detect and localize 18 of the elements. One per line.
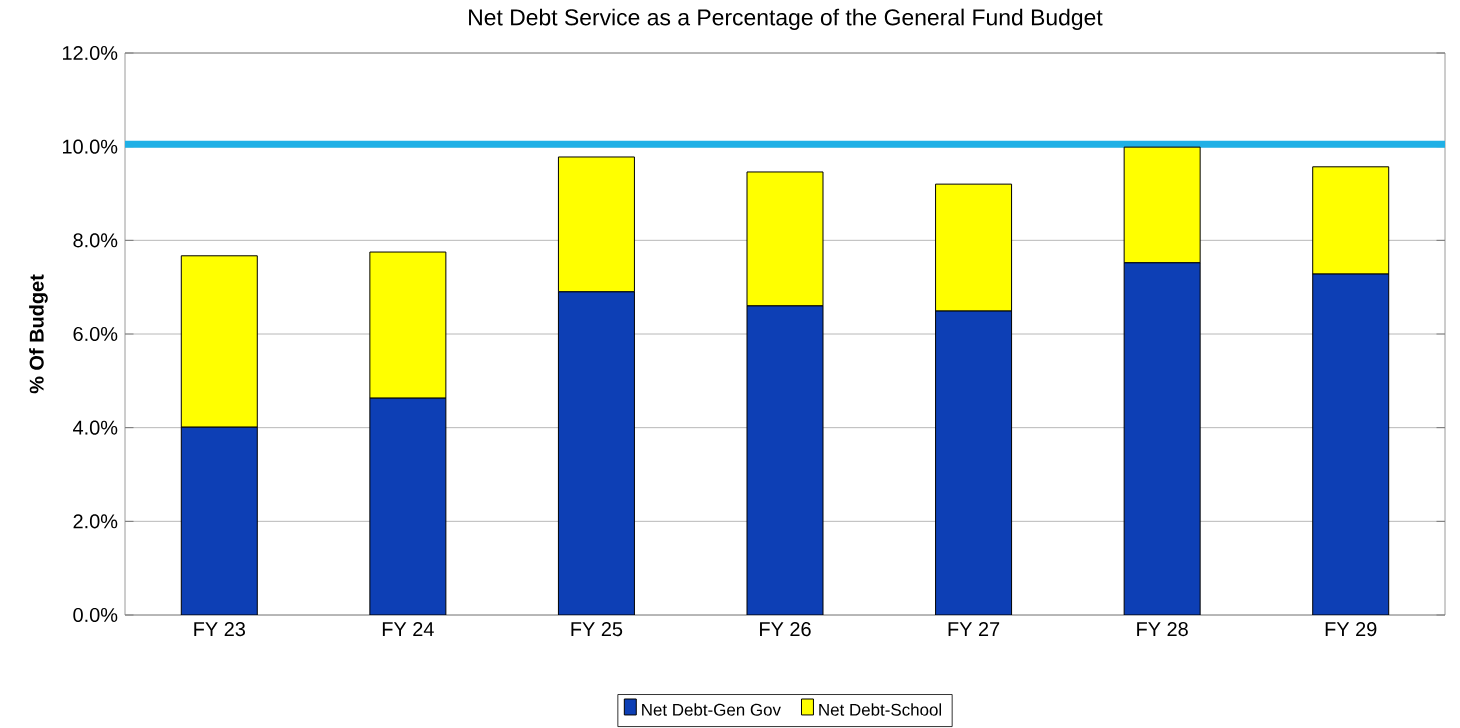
y-tick-label: 10.0%: [62, 139, 118, 154]
y-tick-label: 4.0%: [73, 420, 118, 435]
y-axis-title: % Of Budget: [29, 274, 48, 394]
x-tick-label: FY 25: [571, 622, 623, 637]
x-tick-label: FY 24: [382, 622, 434, 636]
y-tick-label: 0.0%: [73, 607, 118, 623]
x-tick-label: FY 26: [760, 622, 811, 637]
x-tick-label: FY 29: [1325, 622, 1377, 637]
y-tick-label: 6.0%: [73, 326, 118, 342]
y-tick-label: 2.0%: [73, 514, 118, 529]
x-tick-label: FY 28: [1137, 622, 1188, 637]
y-tick-label: 8.0%: [73, 233, 118, 248]
legend-label: Net Debt-Gen Gov: [642, 703, 781, 716]
x-tick-label: FY 27: [948, 622, 1000, 636]
x-tick-label: FY 23: [194, 622, 245, 637]
chart-title: Net Debt Service as a Percentage of the General Fund Budget: [469, 8, 1103, 30]
y-tick-label: 12.0%: [62, 45, 118, 61]
legend-label: Net Debt-School: [819, 703, 942, 716]
